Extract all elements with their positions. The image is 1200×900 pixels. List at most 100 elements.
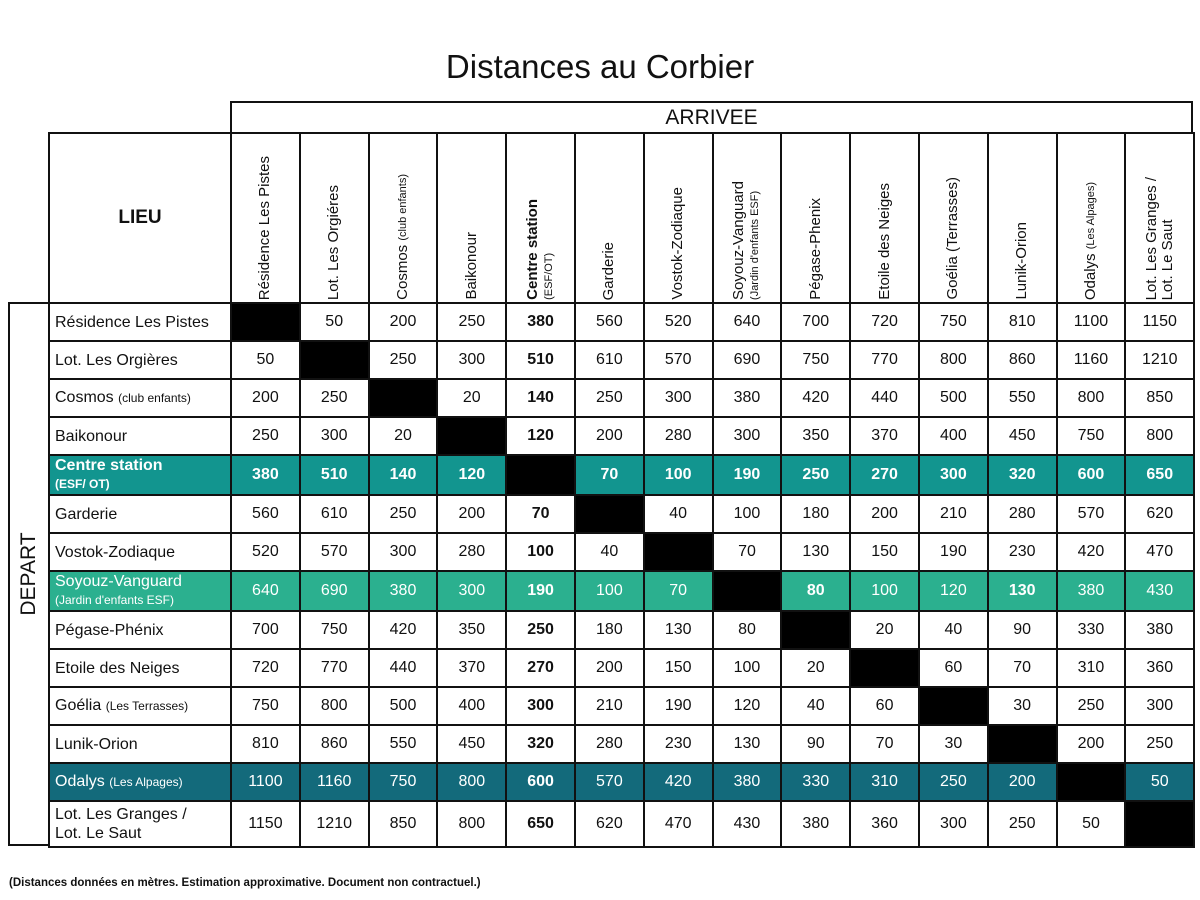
row-name: Pégase-Phénix [55,621,164,639]
distance-cell: 470 [1124,532,1196,572]
distance-cell: 250 [780,454,852,496]
column-name: Vostok-Zodiaque [669,187,687,300]
distance-cell: 120 [505,416,576,456]
table-row: Cosmos (club enfants) 200 250 20 140 250 300 38… [48,378,1196,418]
distance-cell: 640 [711,302,783,342]
row-name: Goélia [55,697,102,714]
row-label: Centre station (ESF/ OT) [48,454,232,496]
distance-cell: 190 [711,454,783,496]
distance-cell: 520 [642,302,714,342]
distance-cell: 300 [298,416,370,456]
diagonal-cell [711,570,783,612]
distance-cell: 280 [642,416,714,456]
distance-cell: 80 [780,570,852,612]
row-subtitle: (Les Terrasses) [105,699,189,713]
column-header-text: Pégase-Phenix [806,196,824,302]
diagonal-cell [367,378,439,418]
diagonal-cell [642,532,714,572]
column-header-text: Soyouz-Vanguard (Jardin d'enfants ESF) [729,179,763,302]
distance-cell: 450 [986,416,1058,456]
distance-cell: 130 [711,724,783,764]
distance-cell: 560 [230,494,301,534]
distance-cell: 180 [573,610,645,650]
distance-cell: 120 [917,570,989,612]
distance-cell: 70 [573,454,645,496]
column-name: Baikonour [462,232,480,300]
table-row: Baikonour 250 300 20 120 200 280 300 350 370 400 45… [48,416,1196,456]
column-header: Baikonour [436,132,508,304]
column-header-text: Goélia (Terrasses) [944,175,962,302]
distance-cell: 20 [367,416,439,456]
distance-cell: 1210 [1124,340,1196,380]
row-subtitle: (club enfants) [118,391,191,405]
distance-cell: 250 [505,610,576,650]
row-subtitle: (ESF/ OT) [55,477,110,491]
table-row: Pégase-Phénix 700 750 420 350 250 180 130 80 20 40… [48,610,1196,650]
distance-cell: 430 [1124,570,1196,612]
distance-cell: 320 [986,454,1058,496]
distance-cell: 500 [917,378,989,418]
column-name: Soyouz-Vanguard [729,181,747,300]
column-header-text: Cosmos (club enfants) [394,172,411,302]
column-header-text: Centre station (ESF/OT) [524,197,557,302]
distance-cell: 230 [642,724,714,764]
distance-cell: 690 [298,570,370,612]
column-name: Goélia (Terrasses) [944,177,962,300]
distance-cell: 860 [298,724,370,764]
row-name: Lunik-Orion [55,735,138,753]
column-subtitle: (club enfants) [396,174,409,241]
distance-cell: 1150 [1124,302,1196,342]
row-name: Résidence Les Pistes [55,313,209,331]
distance-cell: 720 [230,648,301,688]
distance-cell: 70 [849,724,920,764]
distance-cell: 750 [780,340,852,380]
column-header: Centre station (ESF/OT) [505,132,576,304]
distance-cell: 350 [436,610,508,650]
distance-cell: 440 [367,648,439,688]
row-name: Soyouz-Vanguard [55,573,182,590]
distance-cell: 770 [849,340,920,380]
distance-cell: 400 [917,416,989,456]
distance-cell: 510 [505,340,576,380]
distance-cell: 810 [230,724,301,764]
distance-cell: 100 [711,648,783,688]
distance-cell: 70 [505,494,576,534]
distance-cell: 300 [1124,686,1196,726]
table-row: Lot. Les Granges / Lot. Le Saut 1150 1210 85… [48,800,1196,848]
distance-cell: 800 [298,686,370,726]
table-row: Goélia (Les Terrasses) 750 800 500 400 300 210… [48,686,1196,726]
distance-cell: 210 [917,494,989,534]
column-name: Pégase-Phenix [806,198,824,300]
distance-cell: 300 [917,800,989,848]
distance-cell: 360 [1124,648,1196,688]
distance-cell: 800 [917,340,989,380]
row-subtitle: (Les Alpages) [109,775,183,789]
table-row: Garderie 560 610 250 200 70 40 100 180 200 210 280 5… [48,494,1196,534]
distance-cell: 40 [573,532,645,572]
distance-cell: 100 [849,570,920,612]
distance-cell: 700 [780,302,852,342]
row-label: Goélia (Les Terrasses) [48,686,232,726]
column-header: Vostok-Zodiaque [642,132,714,304]
column-header-text: Garderie [600,240,617,302]
distance-cell: 470 [642,800,714,848]
distance-cell: 320 [505,724,576,764]
table-row: Lot. Les Orgières 50 250 300 510 610 570 690 750… [48,340,1196,380]
row-name: Garderie [55,505,118,523]
distance-cell: 420 [642,762,714,802]
row-label: Garderie [48,494,232,534]
distance-cell: 80 [711,610,783,650]
distance-cell: 1160 [1055,340,1127,380]
distance-cell: 280 [986,494,1058,534]
distance-cell: 600 [1055,454,1127,496]
distance-cell: 200 [573,648,645,688]
distance-cell: 300 [436,570,508,612]
distance-cell: 20 [849,610,920,650]
row-label: Baikonour [48,416,232,456]
distance-cell: 250 [573,378,645,418]
column-header: Goélia (Terrasses) [917,132,989,304]
table-row: Centre station (ESF/ OT) 380 510 140 120 70 100… [48,454,1196,496]
row-label: Vostok-Zodiaque [48,532,232,572]
distance-cell: 50 [1124,762,1196,802]
distance-cell: 850 [1124,378,1196,418]
